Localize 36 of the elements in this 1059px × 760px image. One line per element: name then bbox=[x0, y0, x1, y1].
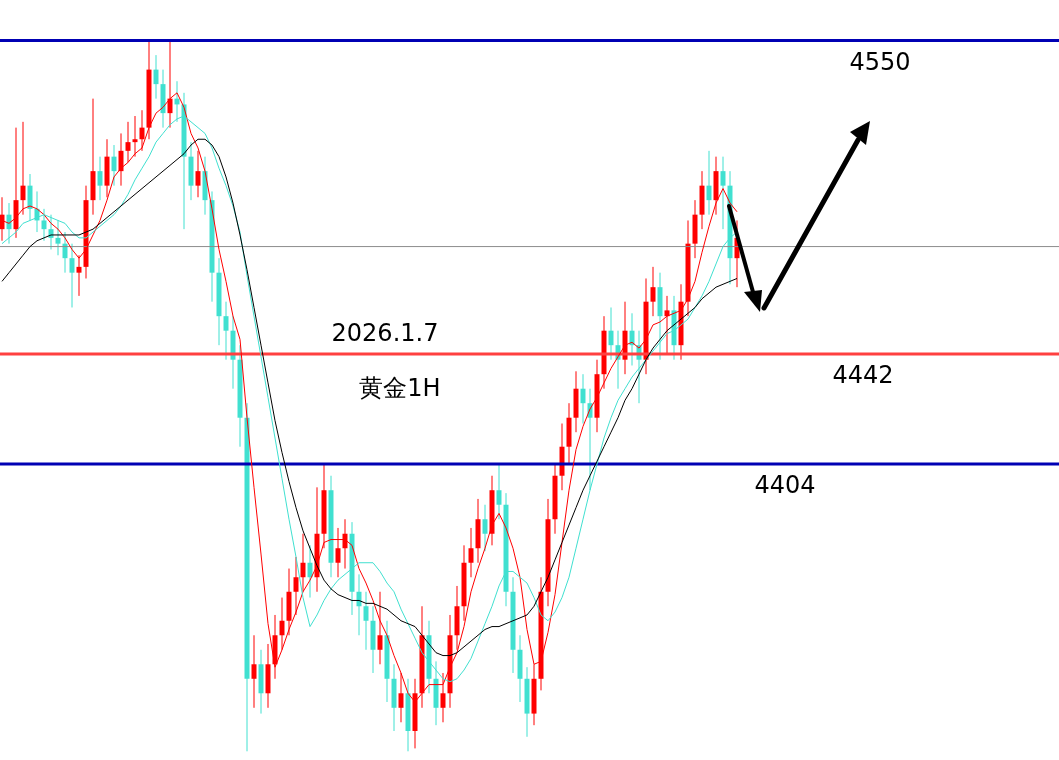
candlestick bbox=[706, 150, 712, 216]
candlestick bbox=[377, 591, 383, 665]
candlestick bbox=[580, 373, 586, 425]
candlestick bbox=[363, 591, 369, 651]
candlestick bbox=[55, 219, 61, 256]
candlestick bbox=[125, 121, 131, 163]
candlestick bbox=[279, 597, 285, 651]
annotation: 2026.1.7 bbox=[331, 319, 439, 347]
candlestick bbox=[111, 144, 117, 187]
candlestick bbox=[664, 295, 670, 355]
candlestick bbox=[195, 150, 201, 198]
candlestick bbox=[335, 527, 341, 578]
candlestick bbox=[482, 504, 488, 552]
candlestick bbox=[293, 556, 299, 616]
candlestick bbox=[251, 634, 257, 709]
candlestick bbox=[76, 254, 82, 297]
candlestick bbox=[223, 301, 229, 361]
ref-line-label: 4550 bbox=[849, 47, 911, 76]
candlestick bbox=[650, 266, 656, 317]
candlestick bbox=[69, 243, 75, 308]
candlestick bbox=[41, 208, 47, 242]
candlestick bbox=[720, 156, 726, 230]
candlestick bbox=[496, 463, 502, 520]
candlestick bbox=[300, 533, 306, 593]
candlestick bbox=[20, 121, 26, 216]
ref-line-label: 4442 bbox=[832, 360, 894, 389]
candlestick bbox=[97, 156, 103, 201]
ref-line-label: 4404 bbox=[754, 471, 816, 500]
candlestick bbox=[468, 527, 474, 578]
annotation: 黄金1H bbox=[359, 374, 441, 402]
candlestick bbox=[132, 115, 138, 158]
candlestick bbox=[307, 544, 313, 599]
candlestick bbox=[27, 173, 33, 221]
candlestick bbox=[139, 109, 145, 152]
candlestick bbox=[153, 54, 159, 100]
candlestick bbox=[608, 306, 614, 361]
